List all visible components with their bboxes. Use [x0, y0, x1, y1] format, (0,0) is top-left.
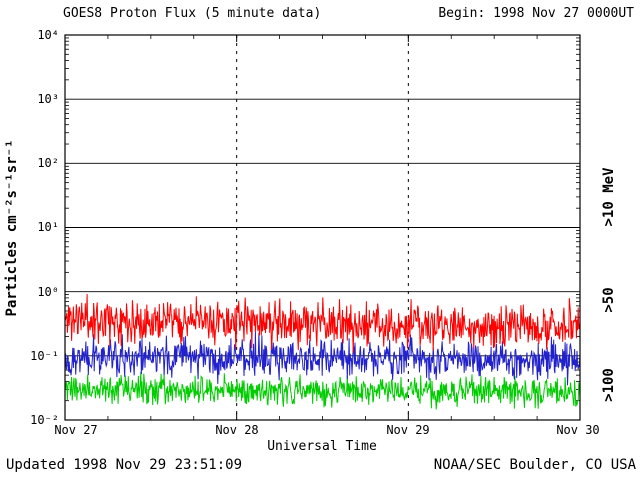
legend-gt50: >50: [601, 287, 617, 312]
ytick-label-3: 10¹: [37, 220, 59, 234]
y-axis-label: Particles cm⁻²s⁻¹sr⁻¹: [4, 139, 20, 316]
series->10 MeV: [64, 293, 581, 353]
x-axis-label: Universal Time: [267, 439, 377, 454]
series->100: [64, 371, 581, 410]
xtick-label-1: Nov 28: [215, 423, 258, 437]
xtick-label-3: Nov 30: [556, 423, 599, 437]
begin-label: Begin: 1998 Nov 27 0000UT: [438, 6, 634, 21]
credit-label: NOAA/SEC Boulder, CO USA: [434, 457, 637, 473]
ytick-label-0: 10⁴: [37, 28, 59, 42]
series->50: [64, 331, 581, 386]
legend-gt100: >100: [601, 368, 617, 402]
xtick-label-2: Nov 29: [386, 423, 429, 437]
chart-title: GOES8 Proton Flux (5 minute data): [63, 6, 321, 21]
legend-gt10mev: >10 MeV: [601, 167, 617, 227]
ytick-label-1: 10³: [37, 92, 59, 106]
ytick-label-4: 10⁰: [37, 285, 59, 299]
ytick-label-5: 10⁻¹: [30, 349, 59, 363]
xtick-label-0: Nov 27: [54, 423, 97, 437]
updated-label: Updated 1998 Nov 29 23:51:09: [6, 457, 242, 473]
plot-border: [64, 34, 581, 421]
ytick-label-2: 10²: [37, 156, 59, 170]
series-lines: [64, 293, 581, 410]
ytick-label-6: 10⁻²: [30, 413, 59, 427]
